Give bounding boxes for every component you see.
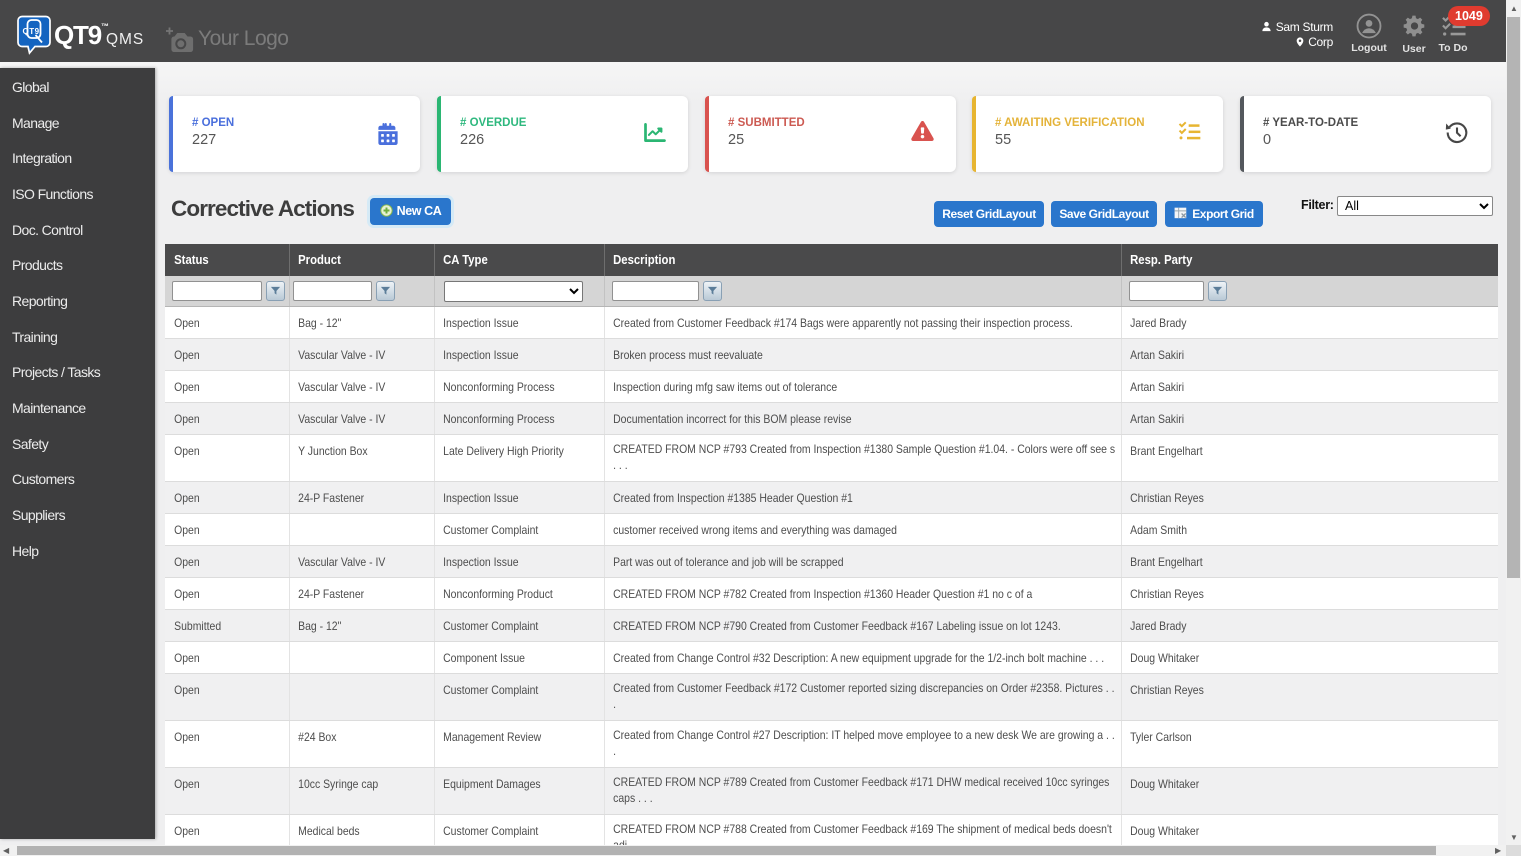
svg-text:QT9: QT9 [23,27,40,36]
